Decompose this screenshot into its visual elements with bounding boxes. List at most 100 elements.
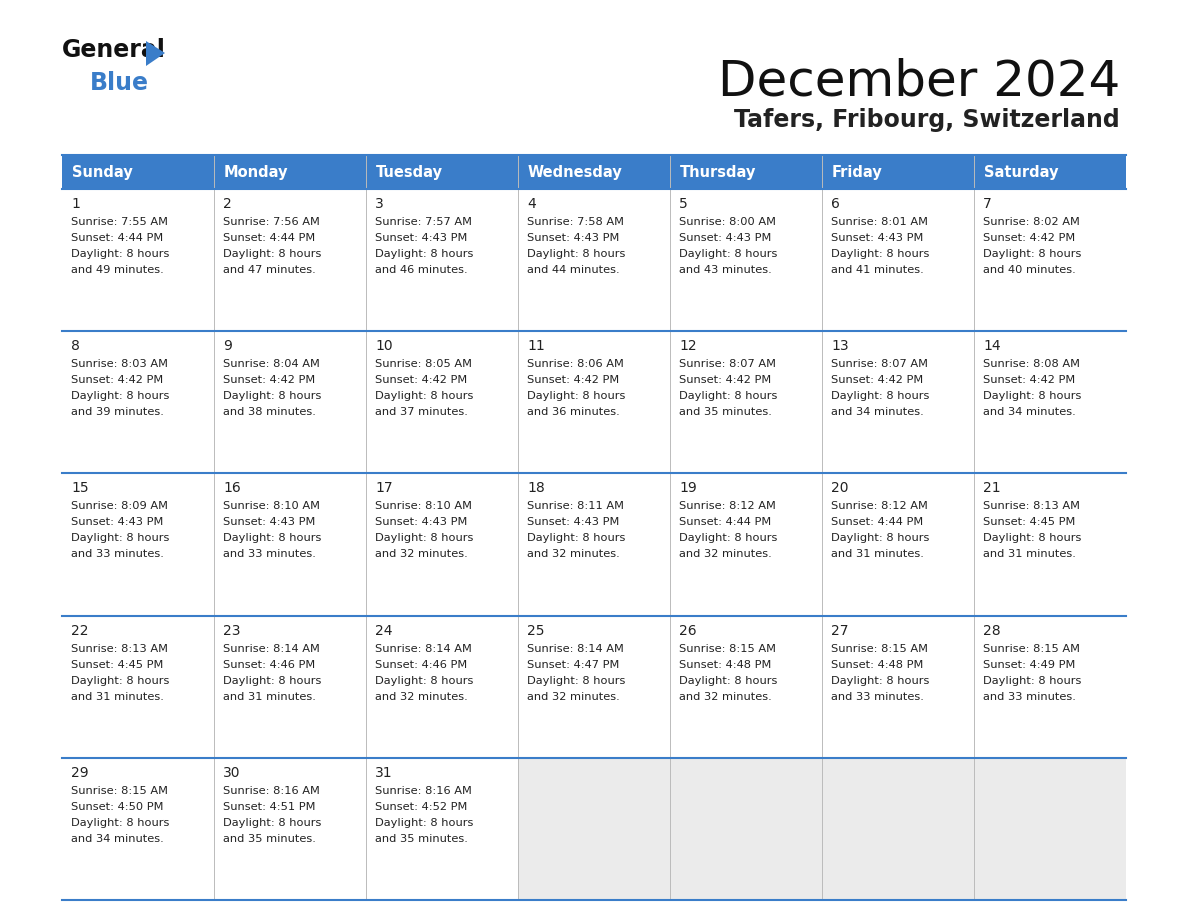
Text: 22: 22 [71, 623, 88, 638]
Bar [214, 155, 366, 189]
Text: 18: 18 [527, 481, 545, 496]
Text: Daylight: 8 hours: Daylight: 8 hours [527, 676, 625, 686]
Bar [822, 757, 974, 900]
Bar [822, 616, 974, 757]
Bar [518, 757, 670, 900]
Bar [974, 155, 1126, 189]
Text: Wednesday: Wednesday [527, 164, 623, 180]
Text: and 44 minutes.: and 44 minutes. [527, 265, 620, 275]
Bar [366, 757, 518, 900]
Text: Daylight: 8 hours: Daylight: 8 hours [680, 676, 777, 686]
Text: 8: 8 [71, 339, 80, 353]
Text: Sunset: 4:48 PM: Sunset: 4:48 PM [680, 660, 771, 669]
Text: Sunrise: 8:09 AM: Sunrise: 8:09 AM [71, 501, 168, 511]
Text: Daylight: 8 hours: Daylight: 8 hours [680, 533, 777, 543]
Text: Daylight: 8 hours: Daylight: 8 hours [71, 818, 170, 828]
Text: Thursday: Thursday [680, 164, 757, 180]
Text: 14: 14 [982, 339, 1000, 353]
Text: Daylight: 8 hours: Daylight: 8 hours [223, 249, 322, 259]
Text: 28: 28 [982, 623, 1000, 638]
Text: 5: 5 [680, 197, 688, 211]
Text: Sunset: 4:43 PM: Sunset: 4:43 PM [223, 518, 315, 528]
Text: and 34 minutes.: and 34 minutes. [830, 408, 924, 417]
Bar [366, 189, 518, 331]
Text: Saturday: Saturday [984, 164, 1059, 180]
Text: 21: 21 [982, 481, 1000, 496]
Text: and 36 minutes.: and 36 minutes. [527, 408, 620, 417]
Text: 9: 9 [223, 339, 232, 353]
Text: Sunrise: 8:00 AM: Sunrise: 8:00 AM [680, 217, 776, 227]
Text: and 47 minutes.: and 47 minutes. [223, 265, 316, 275]
Text: Sunrise: 8:10 AM: Sunrise: 8:10 AM [223, 501, 320, 511]
Text: Daylight: 8 hours: Daylight: 8 hours [830, 249, 929, 259]
Bar [518, 155, 670, 189]
Text: Sunset: 4:46 PM: Sunset: 4:46 PM [223, 660, 315, 669]
Text: Sunset: 4:45 PM: Sunset: 4:45 PM [71, 660, 164, 669]
Text: and 31 minutes.: and 31 minutes. [71, 691, 164, 701]
Text: Sunset: 4:44 PM: Sunset: 4:44 PM [680, 518, 771, 528]
Text: and 49 minutes.: and 49 minutes. [71, 265, 164, 275]
Text: and 32 minutes.: and 32 minutes. [527, 549, 620, 559]
Text: and 37 minutes.: and 37 minutes. [375, 408, 468, 417]
Text: Sunset: 4:42 PM: Sunset: 4:42 PM [375, 375, 467, 386]
Text: Sunday: Sunday [72, 164, 133, 180]
Text: Sunrise: 8:06 AM: Sunrise: 8:06 AM [527, 359, 624, 369]
Text: 12: 12 [680, 339, 696, 353]
Text: and 39 minutes.: and 39 minutes. [71, 408, 164, 417]
Text: 6: 6 [830, 197, 840, 211]
Text: Sunset: 4:43 PM: Sunset: 4:43 PM [527, 518, 619, 528]
Text: Sunset: 4:49 PM: Sunset: 4:49 PM [982, 660, 1075, 669]
Text: Sunset: 4:43 PM: Sunset: 4:43 PM [830, 233, 923, 243]
Text: and 33 minutes.: and 33 minutes. [71, 549, 164, 559]
Text: Daylight: 8 hours: Daylight: 8 hours [527, 391, 625, 401]
Text: Daylight: 8 hours: Daylight: 8 hours [223, 391, 322, 401]
Text: 25: 25 [527, 623, 544, 638]
Text: 1: 1 [71, 197, 80, 211]
Bar [214, 474, 366, 616]
Text: and 34 minutes.: and 34 minutes. [71, 834, 164, 844]
Text: Daylight: 8 hours: Daylight: 8 hours [375, 249, 473, 259]
Bar [518, 616, 670, 757]
Text: Sunset: 4:42 PM: Sunset: 4:42 PM [982, 233, 1075, 243]
Text: Daylight: 8 hours: Daylight: 8 hours [223, 533, 322, 543]
Text: Sunrise: 8:16 AM: Sunrise: 8:16 AM [375, 786, 472, 796]
Bar [214, 331, 366, 474]
Text: Sunrise: 8:13 AM: Sunrise: 8:13 AM [982, 501, 1080, 511]
Text: Sunset: 4:45 PM: Sunset: 4:45 PM [982, 518, 1075, 528]
Text: Sunset: 4:42 PM: Sunset: 4:42 PM [680, 375, 771, 386]
Text: Daylight: 8 hours: Daylight: 8 hours [71, 249, 170, 259]
Text: 11: 11 [527, 339, 545, 353]
Text: 27: 27 [830, 623, 848, 638]
Bar [214, 757, 366, 900]
Text: Daylight: 8 hours: Daylight: 8 hours [680, 391, 777, 401]
Bar [974, 474, 1126, 616]
Text: Sunset: 4:47 PM: Sunset: 4:47 PM [527, 660, 619, 669]
Text: Daylight: 8 hours: Daylight: 8 hours [527, 533, 625, 543]
Text: Daylight: 8 hours: Daylight: 8 hours [527, 249, 625, 259]
Text: 31: 31 [375, 766, 392, 779]
Text: and 33 minutes.: and 33 minutes. [830, 691, 924, 701]
Text: Daylight: 8 hours: Daylight: 8 hours [982, 249, 1081, 259]
Text: Sunrise: 8:14 AM: Sunrise: 8:14 AM [527, 644, 624, 654]
Text: and 40 minutes.: and 40 minutes. [982, 265, 1076, 275]
Bar [366, 616, 518, 757]
Bar [670, 155, 822, 189]
Bar [974, 757, 1126, 900]
Text: Sunset: 4:43 PM: Sunset: 4:43 PM [527, 233, 619, 243]
Text: Sunset: 4:44 PM: Sunset: 4:44 PM [223, 233, 315, 243]
Text: Daylight: 8 hours: Daylight: 8 hours [982, 533, 1081, 543]
Text: and 32 minutes.: and 32 minutes. [527, 691, 620, 701]
Bar [670, 757, 822, 900]
Text: Sunrise: 8:01 AM: Sunrise: 8:01 AM [830, 217, 928, 227]
Text: Daylight: 8 hours: Daylight: 8 hours [982, 391, 1081, 401]
Bar [366, 331, 518, 474]
Text: Sunrise: 8:15 AM: Sunrise: 8:15 AM [982, 644, 1080, 654]
Text: Sunset: 4:52 PM: Sunset: 4:52 PM [375, 801, 467, 812]
Text: Sunset: 4:43 PM: Sunset: 4:43 PM [71, 518, 164, 528]
Text: Sunset: 4:51 PM: Sunset: 4:51 PM [223, 801, 316, 812]
Text: and 43 minutes.: and 43 minutes. [680, 265, 772, 275]
Bar [670, 474, 822, 616]
Text: Sunset: 4:42 PM: Sunset: 4:42 PM [223, 375, 315, 386]
Text: Sunset: 4:42 PM: Sunset: 4:42 PM [830, 375, 923, 386]
Bar [366, 474, 518, 616]
